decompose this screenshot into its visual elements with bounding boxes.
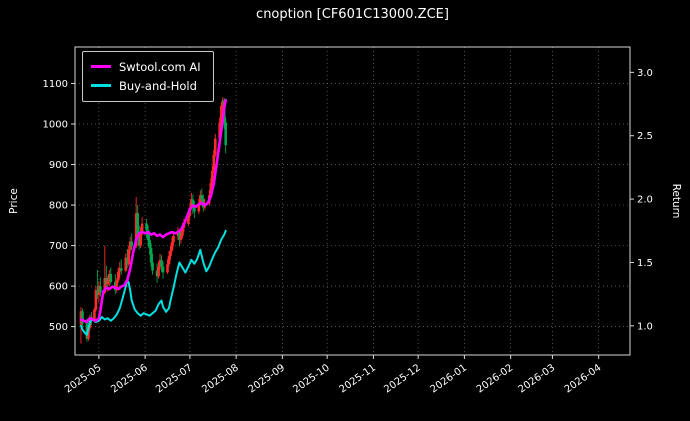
svg-text:1100: 1100 [43,79,68,90]
svg-text:700: 700 [49,241,68,252]
x-tick-labels: 2025-05 2025-06 2025-07 2025-08 2025-09 2025-… [63,355,603,395]
chart-title: cnoption [CF601C13000.ZCE] [256,7,449,22]
svg-text:600: 600 [49,282,68,293]
svg-text:1000: 1000 [43,120,68,131]
svg-text:2025-09: 2025-09 [247,362,288,395]
svg-text:1.0: 1.0 [637,321,653,332]
legend-label-buy-and-hold: Buy-and-Hold [119,78,197,93]
legend: Swtool.com AI Buy-and-Hold [82,51,214,102]
axes-frame [74,46,631,356]
svg-text:2025-08: 2025-08 [200,362,241,395]
svg-text:900: 900 [49,160,68,171]
legend-item-swtool-ai: Swtool.com AI [91,57,201,76]
svg-text:2.5: 2.5 [637,131,653,142]
svg-text:1.5: 1.5 [637,258,653,269]
return-axis-label: Return [670,183,682,219]
svg-text:2026-02: 2026-02 [475,362,516,395]
svg-text:2025-10: 2025-10 [291,362,332,395]
svg-text:2.0: 2.0 [637,195,653,206]
svg-text:2026-01: 2026-01 [429,362,470,395]
legend-swatch-buy-and-hold-line [91,84,111,87]
legend-label-swtool-ai: Swtool.com AI [119,59,201,74]
return-tick-labels: 1.0 1.5 2.0 2.5 3.0 [630,68,653,332]
price-axis-label: Price [8,188,20,214]
legend-item-buy-and-hold: Buy-and-Hold [91,76,201,95]
svg-text:2026-04: 2026-04 [563,362,604,395]
svg-text:2025-11: 2025-11 [338,362,379,395]
series-swtool-com-ai [79,98,227,324]
series-buy-and-hold [80,229,227,336]
price-tick-labels: 500 600 700 800 900 1000 1100 [43,79,75,333]
svg-text:2026-03: 2026-03 [517,362,558,395]
svg-text:500: 500 [49,322,68,333]
svg-text:3.0: 3.0 [637,68,653,79]
svg-text:800: 800 [49,201,68,212]
svg-text:2025-06: 2025-06 [109,362,150,395]
svg-text:2025-12: 2025-12 [382,362,423,395]
svg-text:2025-07: 2025-07 [154,362,195,395]
svg-text:2025-05: 2025-05 [63,362,104,395]
legend-swatch-swtool-ai-line [91,65,111,68]
